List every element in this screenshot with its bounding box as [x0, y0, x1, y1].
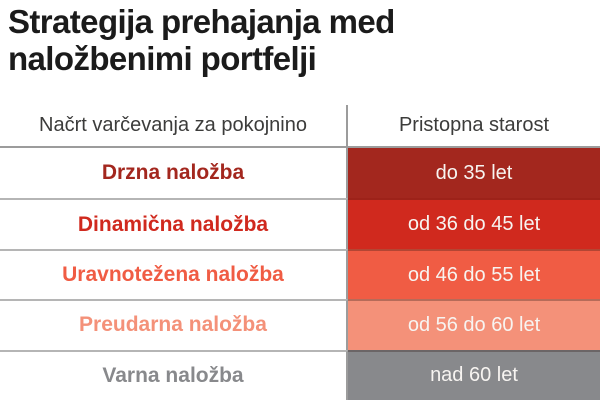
plan-label: Preudarna naložba	[0, 299, 348, 350]
plan-label: Dinamična naložba	[0, 198, 348, 249]
table-row-dinamicna: Dinamična naložba od 36 do 45 let	[0, 198, 600, 249]
table-row-drzna: Drzna naložba do 35 let	[0, 148, 600, 199]
age-value: nad 60 let	[348, 349, 600, 400]
table-header-row: Načrt varčevanja za pokojnino Pristopna …	[0, 105, 600, 148]
column-header-plan: Načrt varčevanja za pokojnino	[0, 105, 348, 146]
plan-label: Uravnotežena naložba	[0, 248, 348, 300]
plan-label: Drzna naložba	[0, 148, 348, 199]
page-title: Strategija prehajanja med naložbenimi po…	[0, 0, 600, 77]
table-row-preudarna: Preudarna naložba od 56 do 60 let	[0, 299, 600, 350]
age-value: od 56 do 60 let	[348, 299, 600, 350]
portfolio-transition-table: Načrt varčevanja za pokojnino Pristopna …	[0, 105, 600, 400]
column-header-age: Pristopna starost	[398, 114, 550, 136]
age-value: od 46 do 55 let	[348, 248, 600, 300]
age-value: do 35 let	[348, 148, 600, 199]
plan-label: Varna naložba	[0, 349, 348, 400]
table-row-varna: Varna naložba nad 60 let	[0, 349, 600, 400]
page-title-line1: Strategija prehajanja med	[8, 3, 395, 40]
age-value: od 36 do 45 let	[348, 198, 600, 249]
table-row-uravnotezena: Uravnotežena naložba od 46 do 55 let	[0, 248, 600, 300]
page-title-line2: naložbenimi portfelji	[8, 40, 317, 77]
